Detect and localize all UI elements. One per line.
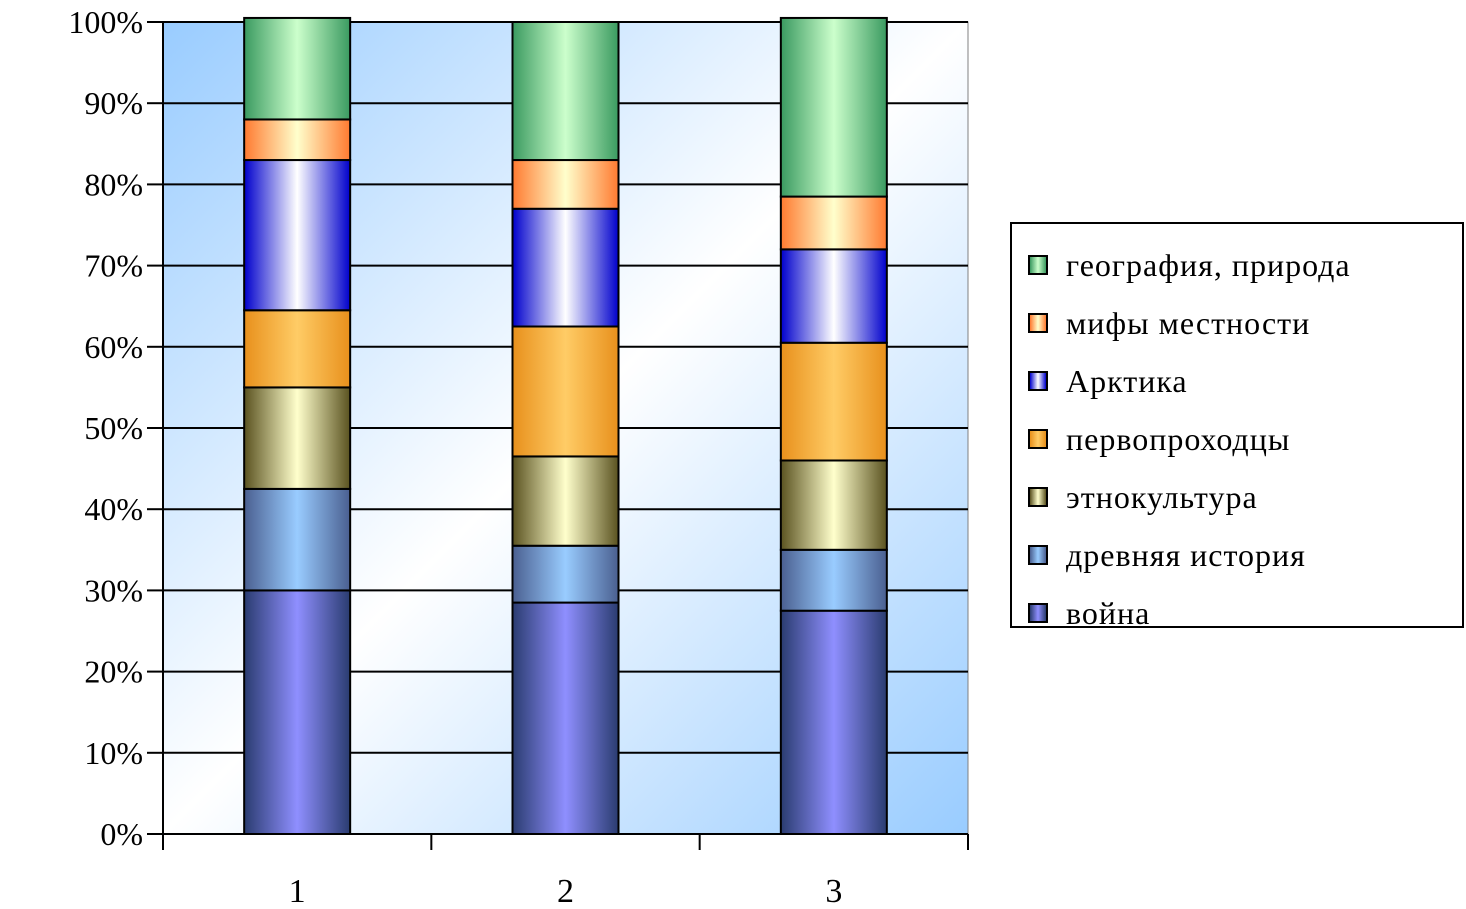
y-tick-label: 20%: [84, 654, 143, 690]
bar-segment: [511, 21, 620, 162]
legend-item: древняя история: [1012, 526, 1462, 584]
bar-segment: [243, 386, 352, 490]
legend-item: первопроходцы: [1012, 410, 1462, 468]
bar-segment: [779, 609, 888, 836]
legend-label: этнокультура: [1066, 478, 1258, 515]
y-tick-label: 100%: [68, 4, 143, 40]
bar-segment: [779, 248, 888, 344]
legend-swatch: [1028, 429, 1048, 449]
y-tick-label: 50%: [84, 410, 143, 446]
bar-segment: [779, 341, 888, 462]
bar-segment: [243, 589, 352, 836]
x-tick-label: 1: [289, 873, 306, 904]
bar-segment: [779, 195, 888, 251]
bar-segment: [243, 159, 352, 312]
legend-item: география, природа: [1012, 236, 1462, 294]
y-tick-labels: 0% 10% 20% 30% 40% 50% 60% 70% 80% 90% 100%: [68, 4, 143, 852]
legend: география, природа мифы местности Арктика п…: [1010, 222, 1464, 631]
bar-segment: [243, 16, 352, 121]
y-tick-label: 10%: [84, 735, 143, 771]
legend-label: мифы местности: [1066, 304, 1311, 341]
bar-segment: [243, 487, 352, 592]
legend-label: география, природа: [1066, 246, 1351, 283]
x-tick-labels: 1 2 3: [289, 873, 843, 909]
legend-label: Арктика: [1066, 362, 1188, 399]
y-tick-label: 30%: [84, 572, 143, 608]
bar-segment: [511, 207, 620, 328]
bar-segment: [511, 544, 620, 604]
legend-swatch: [1028, 313, 1048, 333]
y-tick-label: 80%: [84, 166, 143, 202]
bar-segment: [511, 455, 620, 547]
axes: [147, 21, 969, 850]
legend-swatch: [1028, 371, 1048, 391]
legend-item: этнокультура: [1012, 468, 1462, 526]
bar-segment: [511, 325, 620, 458]
legend-swatch: [1028, 255, 1048, 275]
legend-item: Арктика: [1012, 352, 1462, 410]
bar-segment: [511, 159, 620, 210]
legend-swatch: [1028, 487, 1048, 507]
legend-label: война: [1066, 594, 1151, 631]
legend-label: первопроходцы: [1066, 420, 1291, 457]
y-tick-label: 60%: [84, 329, 143, 365]
y-tick-label: 90%: [84, 85, 143, 121]
bars: [243, 16, 888, 836]
legend-swatch: [1028, 545, 1048, 565]
x-tick-label: 2: [557, 873, 574, 904]
legend-label: древняя история: [1066, 536, 1306, 573]
y-tick-label: 0%: [100, 816, 143, 852]
bar-segment: [779, 459, 888, 551]
bar-segment: [243, 309, 352, 389]
bar-segment: [511, 601, 620, 836]
bar-segment: [779, 548, 888, 612]
y-tick-label: 70%: [84, 248, 143, 284]
bar-segment: [779, 16, 888, 198]
legend-swatch: [1028, 603, 1048, 623]
y-tick-label: 40%: [84, 491, 143, 527]
bar-segment: [243, 118, 352, 162]
legend-item: война: [1012, 584, 1462, 642]
legend-item: мифы местности: [1012, 294, 1462, 352]
x-tick-label: 3: [825, 873, 842, 904]
